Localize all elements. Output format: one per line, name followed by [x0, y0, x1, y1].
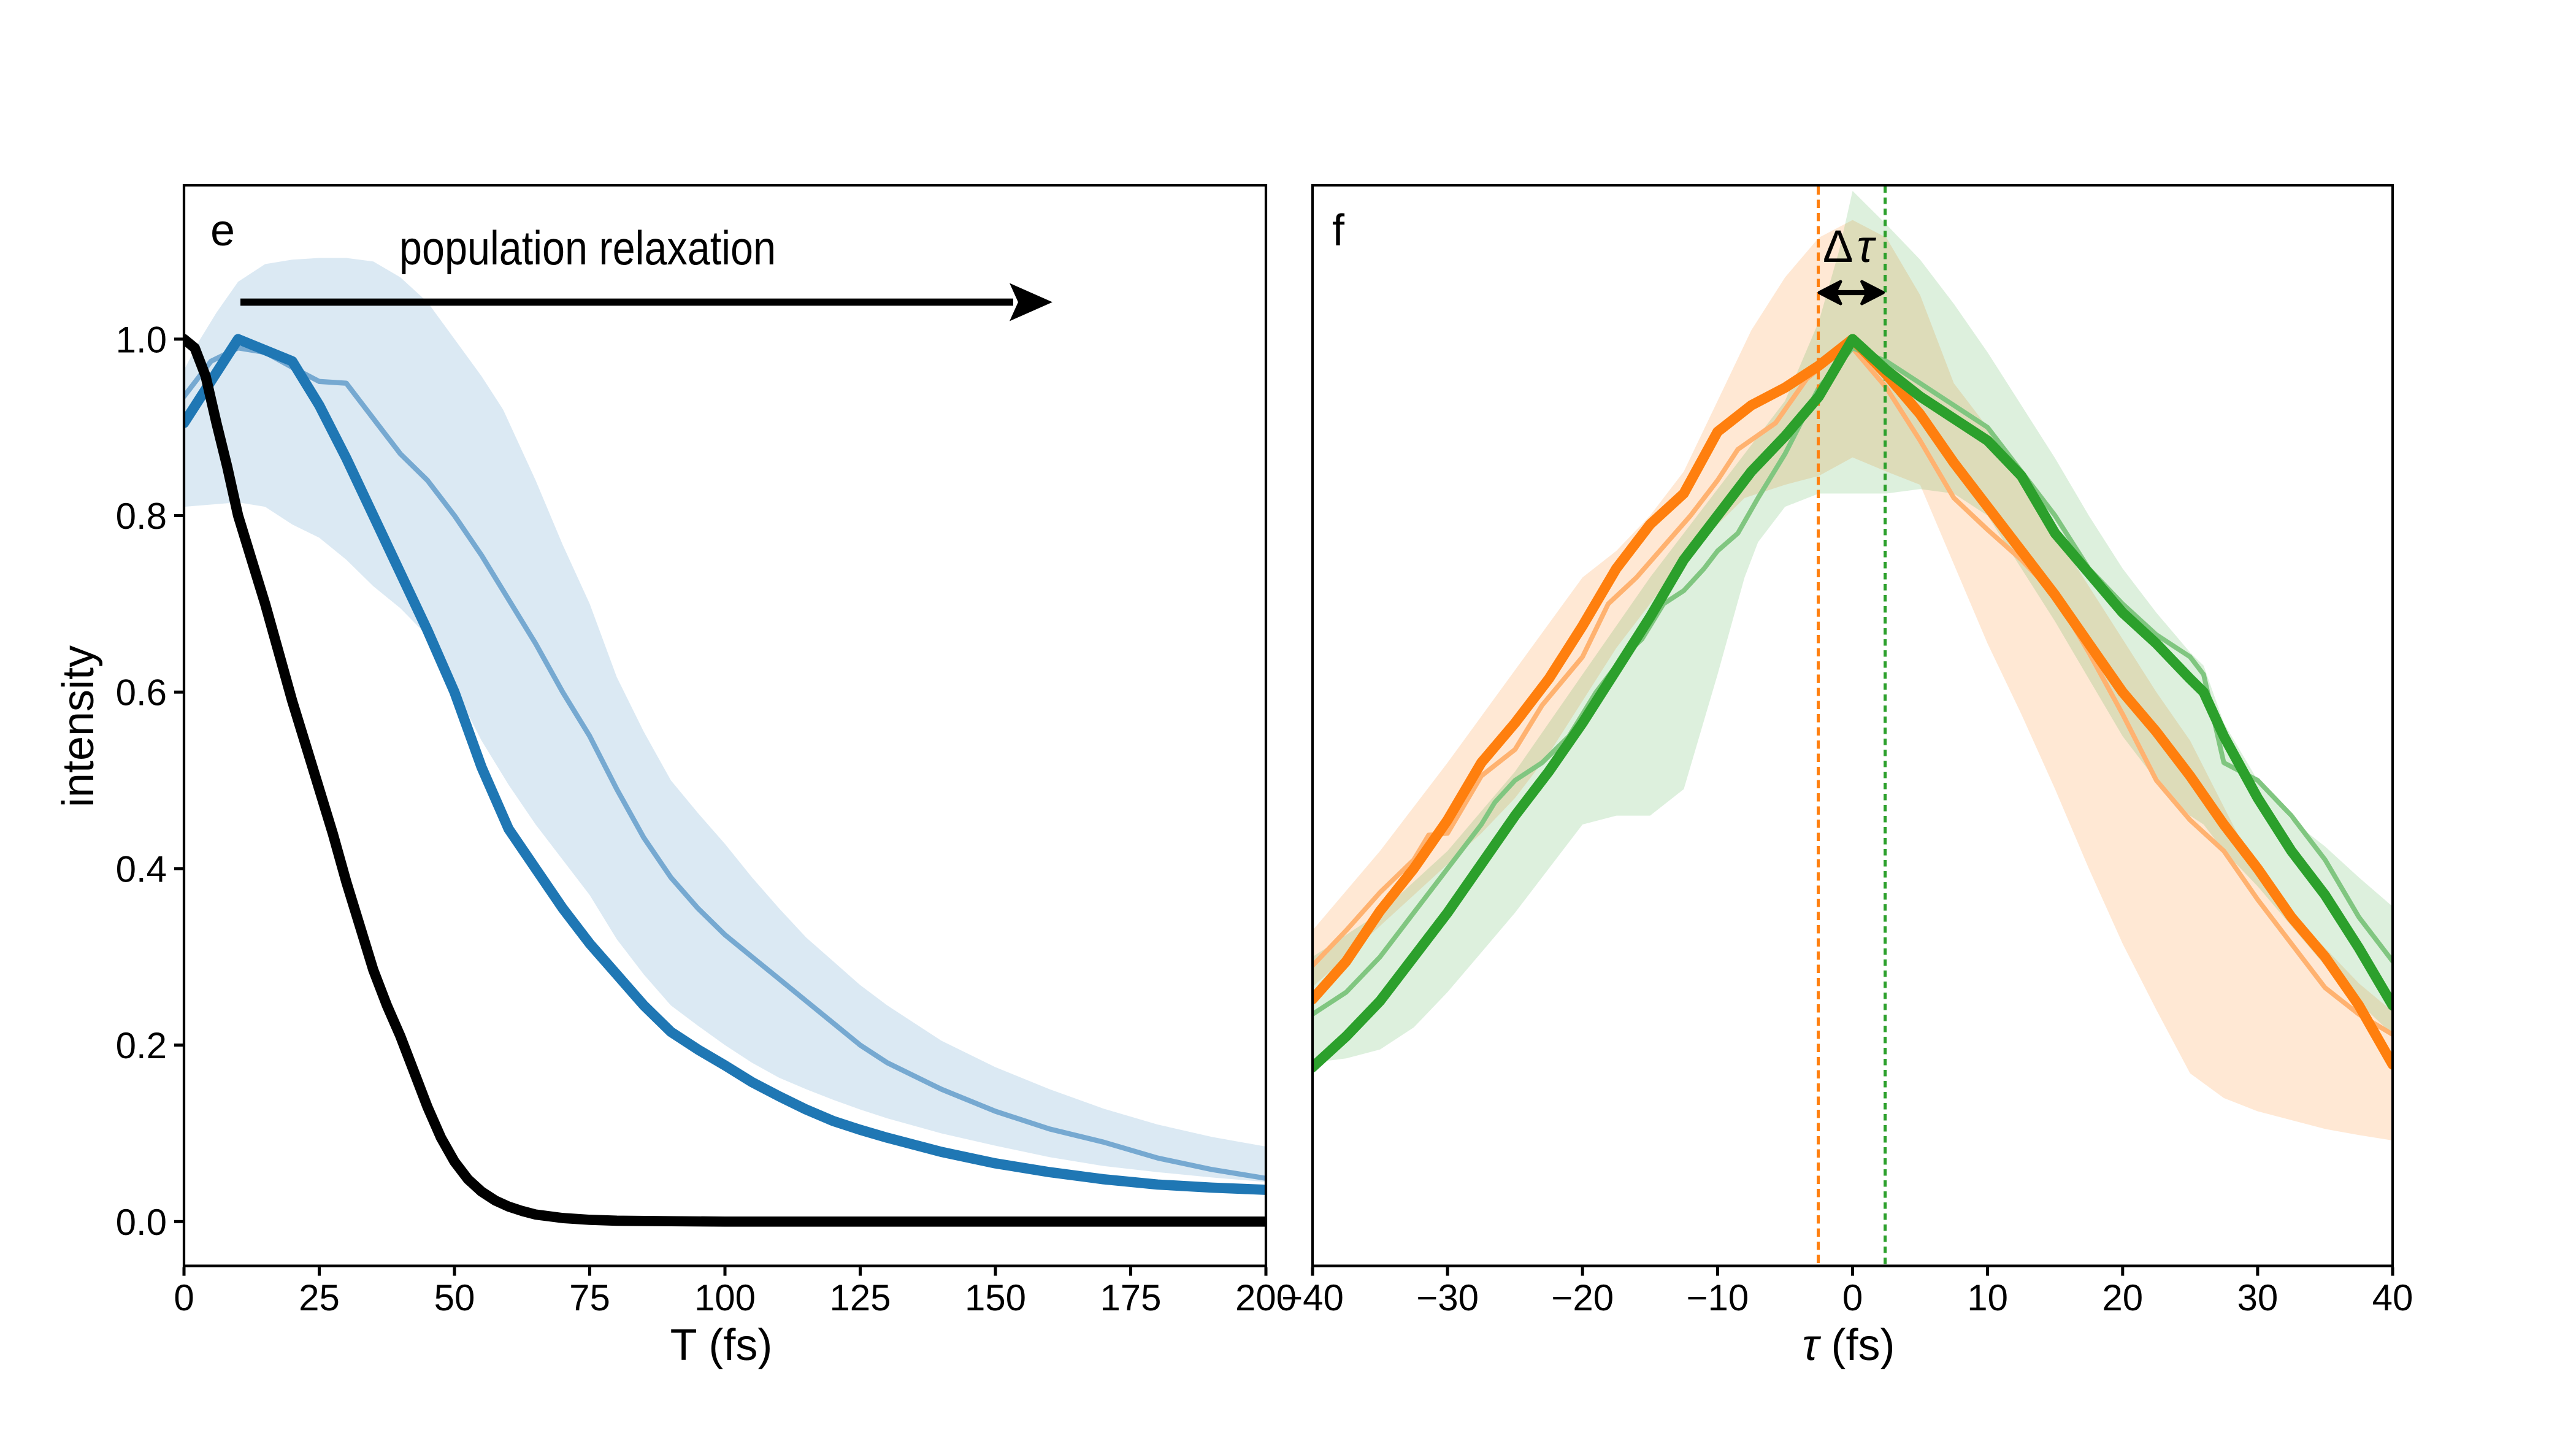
svg-text:0.2: 0.2: [116, 1025, 167, 1066]
svg-text:f: f: [1332, 206, 1345, 255]
svg-text:T (fs): T (fs): [670, 1321, 773, 1370]
svg-text:175: 175: [1100, 1277, 1161, 1318]
svg-text:100: 100: [694, 1277, 756, 1318]
svg-text:−20: −20: [1551, 1277, 1614, 1318]
svg-text:0.8: 0.8: [116, 496, 167, 537]
svg-text:1.0: 1.0: [116, 319, 167, 360]
svg-text:0.6: 0.6: [116, 672, 167, 713]
svg-text:75: 75: [569, 1277, 610, 1318]
svg-text:10: 10: [1967, 1277, 2008, 1318]
svg-text:0: 0: [1842, 1277, 1863, 1318]
svg-text:−10: −10: [1687, 1277, 1749, 1318]
svg-text:125: 125: [829, 1277, 891, 1318]
svg-text:20: 20: [2102, 1277, 2143, 1318]
svg-text:−40: −40: [1281, 1277, 1344, 1318]
svg-text:−30: −30: [1416, 1277, 1479, 1318]
svg-text:population relaxation: population relaxation: [399, 221, 776, 275]
svg-text:30: 30: [2237, 1277, 2279, 1318]
svg-text:τ (fs): τ (fs): [1803, 1321, 1895, 1370]
svg-text:0.4: 0.4: [116, 848, 167, 890]
svg-text:50: 50: [434, 1277, 475, 1318]
svg-text:150: 150: [965, 1277, 1026, 1318]
svg-text:e: e: [210, 206, 235, 255]
svg-text:intensity: intensity: [54, 645, 103, 807]
svg-text:0.0: 0.0: [116, 1202, 167, 1243]
svg-text:200: 200: [1235, 1277, 1297, 1318]
svg-text:40: 40: [2372, 1277, 2413, 1318]
svg-text:Δτ: Δτ: [1823, 221, 1876, 272]
svg-text:0: 0: [174, 1277, 194, 1318]
svg-text:25: 25: [299, 1277, 340, 1318]
